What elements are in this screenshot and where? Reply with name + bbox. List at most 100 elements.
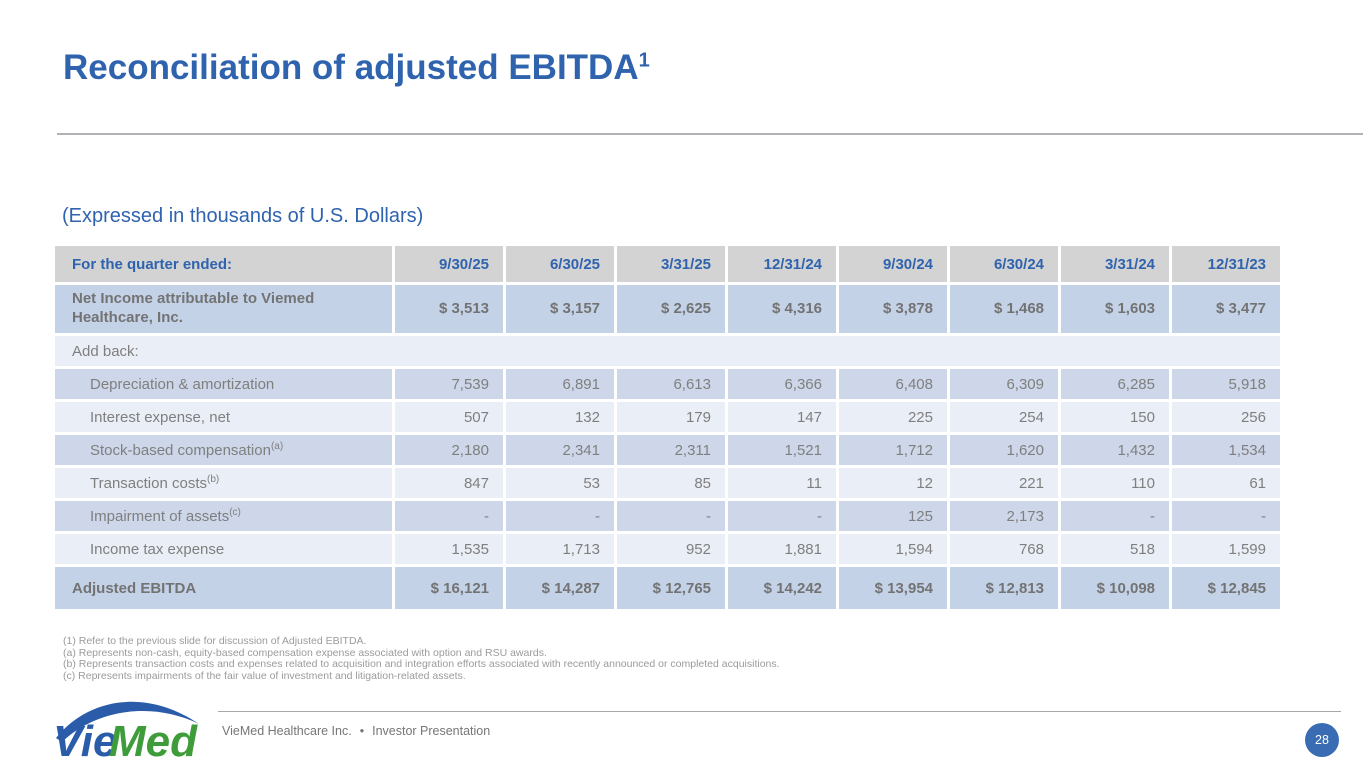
table-row: Income tax expense 1,535 1,713 952 1,881 1,59… bbox=[55, 531, 1280, 564]
table-row: Add back: bbox=[55, 333, 1280, 366]
row-label: Transaction costs(b) bbox=[55, 465, 392, 498]
cell-value: 1,712 bbox=[836, 432, 947, 465]
cell-value: 256 bbox=[1169, 399, 1280, 432]
cell-value: 85 bbox=[614, 465, 725, 498]
footnotes: (1) Refer to the previous slide for disc… bbox=[63, 635, 780, 682]
cell-value: 110 bbox=[1058, 465, 1169, 498]
cell-value: 1,713 bbox=[503, 531, 614, 564]
table-header-date: 9/30/25 bbox=[392, 246, 503, 282]
table-row: Interest expense, net 507 132 179 147 225 254 1… bbox=[55, 399, 1280, 432]
cell-value: 6,366 bbox=[725, 366, 836, 399]
footer-separator: • bbox=[359, 724, 365, 738]
footnote-marker: (c) bbox=[229, 507, 241, 518]
footer-company: VieMed Healthcare Inc. bbox=[222, 724, 352, 738]
row-label: Adjusted EBITDA bbox=[55, 564, 392, 609]
cell-value: 12 bbox=[836, 465, 947, 498]
cell-value: 952 bbox=[614, 531, 725, 564]
cell-value: 6,309 bbox=[947, 366, 1058, 399]
cell-value: 1,599 bbox=[1169, 531, 1280, 564]
table-row: Stock-based compensation(a) 2,180 2,341 2,3… bbox=[55, 432, 1280, 465]
cell-value: - bbox=[392, 498, 503, 531]
cell-value: 225 bbox=[836, 399, 947, 432]
page-title: Reconciliation of adjusted EBITDA1 bbox=[63, 48, 650, 88]
table-row: Transaction costs(b) 847 53 85 11 12 221 110 61 bbox=[55, 465, 1280, 498]
cell-value: 768 bbox=[947, 531, 1058, 564]
footnote-line: (c) Represents impairments of the fair v… bbox=[63, 669, 466, 682]
logo-text-med: Med bbox=[109, 717, 198, 764]
cell-value: $ 3,477 bbox=[1169, 282, 1280, 333]
footnote-line: (b) Represents transaction costs and exp… bbox=[63, 658, 780, 671]
cell-value: $ 12,845 bbox=[1169, 564, 1280, 609]
ebitda-reconciliation-table: For the quarter ended: 9/30/25 6/30/25 3/3… bbox=[55, 246, 1280, 609]
title-footnote-marker: 1 bbox=[638, 49, 650, 72]
table-header-row: For the quarter ended: 9/30/25 6/30/25 3/3… bbox=[55, 246, 1280, 282]
table-header-date: 12/31/24 bbox=[725, 246, 836, 282]
cell-value: $ 2,625 bbox=[614, 282, 725, 333]
cell-value: 6,613 bbox=[614, 366, 725, 399]
cell-value: $ 1,603 bbox=[1058, 282, 1169, 333]
cell-value: 2,341 bbox=[503, 432, 614, 465]
cell-value: 1,620 bbox=[947, 432, 1058, 465]
table-header-date: 12/31/23 bbox=[1169, 246, 1280, 282]
cell-value: - bbox=[503, 498, 614, 531]
table-body: Net Income attributable to Viemed Health… bbox=[55, 282, 1280, 609]
row-label: Add back: bbox=[55, 333, 1280, 366]
cell-value: 132 bbox=[503, 399, 614, 432]
footnote-line: (a) Represents non-cash, equity-based co… bbox=[63, 646, 547, 659]
title-divider bbox=[57, 133, 1363, 135]
cell-value: 1,432 bbox=[1058, 432, 1169, 465]
row-label: Interest expense, net bbox=[55, 399, 392, 432]
cell-value: 6,891 bbox=[503, 366, 614, 399]
row-label: Stock-based compensation(a) bbox=[55, 432, 392, 465]
footer-label: Investor Presentation bbox=[372, 724, 491, 738]
page-title-text: Reconciliation of adjusted EBITDA bbox=[63, 48, 639, 87]
table-row: Net Income attributable to Viemed Health… bbox=[55, 282, 1280, 333]
cell-value: 179 bbox=[614, 399, 725, 432]
cell-value: 507 bbox=[392, 399, 503, 432]
footer-divider bbox=[218, 711, 1341, 712]
table-header-date: 3/31/25 bbox=[614, 246, 725, 282]
cell-value: 1,534 bbox=[1169, 432, 1280, 465]
cell-value: 150 bbox=[1058, 399, 1169, 432]
cell-value: $ 4,316 bbox=[725, 282, 836, 333]
cell-value: 53 bbox=[503, 465, 614, 498]
table-header-label: For the quarter ended: bbox=[55, 246, 392, 282]
row-label: Net Income attributable to Viemed Health… bbox=[55, 282, 392, 333]
cell-value: 61 bbox=[1169, 465, 1280, 498]
cell-value: $ 12,765 bbox=[614, 564, 725, 609]
cell-value: 2,311 bbox=[614, 432, 725, 465]
cell-value: 847 bbox=[392, 465, 503, 498]
page-number-badge: 28 bbox=[1305, 723, 1339, 757]
logo-text-vie: Vie bbox=[53, 717, 117, 764]
cell-value: $ 1,468 bbox=[947, 282, 1058, 333]
cell-value: 2,173 bbox=[947, 498, 1058, 531]
footnote-marker: (b) bbox=[207, 474, 220, 485]
row-label: Income tax expense bbox=[55, 531, 392, 564]
viemed-logo-graphic: Vie Med bbox=[53, 701, 199, 766]
cell-value: 221 bbox=[947, 465, 1058, 498]
cell-value: - bbox=[1169, 498, 1280, 531]
cell-value: $ 16,121 bbox=[392, 564, 503, 609]
viemed-logo: Vie Med bbox=[50, 692, 205, 769]
cell-value: $ 3,157 bbox=[503, 282, 614, 333]
table-header-date: 9/30/24 bbox=[836, 246, 947, 282]
cell-value: 6,285 bbox=[1058, 366, 1169, 399]
cell-value: 518 bbox=[1058, 531, 1169, 564]
cell-value: 1,881 bbox=[725, 531, 836, 564]
units-note: (Expressed in thousands of U.S. Dollars) bbox=[62, 205, 424, 227]
cell-value: $ 3,513 bbox=[392, 282, 503, 333]
footnote-marker: (a) bbox=[270, 441, 284, 452]
row-label: Depreciation & amortization bbox=[55, 366, 392, 399]
cell-value: 6,408 bbox=[836, 366, 947, 399]
cell-value: - bbox=[1058, 498, 1169, 531]
cell-value: 1,535 bbox=[392, 531, 503, 564]
footer-text: VieMed Healthcare Inc. • Investor Presenta… bbox=[222, 724, 490, 738]
cell-value: $ 10,098 bbox=[1058, 564, 1169, 609]
cell-value: - bbox=[614, 498, 725, 531]
cell-value: 11 bbox=[725, 465, 836, 498]
cell-value: 7,539 bbox=[392, 366, 503, 399]
table-row: Depreciation & amortization 7,539 6,891 6,6… bbox=[55, 366, 1280, 399]
cell-value: 125 bbox=[836, 498, 947, 531]
table-header-date: 6/30/25 bbox=[503, 246, 614, 282]
cell-value: 1,594 bbox=[836, 531, 947, 564]
